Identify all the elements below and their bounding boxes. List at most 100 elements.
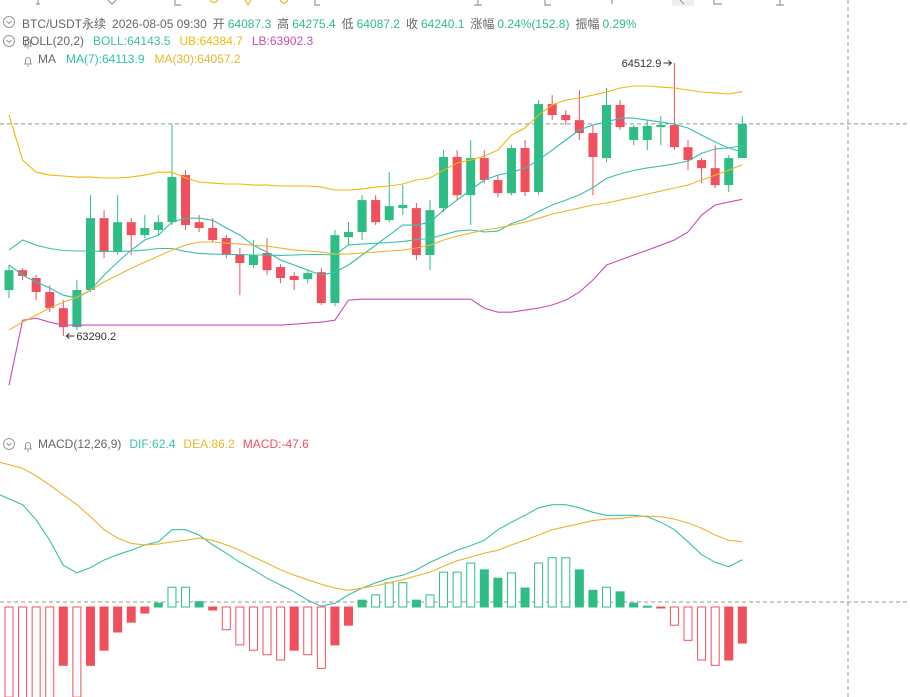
candle-body: [683, 147, 693, 161]
candle-body: [737, 123, 747, 159]
indicator-name: BOLL(20,2): [22, 34, 85, 48]
macd-bar: [140, 606, 150, 614]
macd-bar: [384, 582, 394, 608]
macd-bar: [371, 594, 381, 608]
macd-bar: [629, 602, 639, 608]
legend-entry: DIF:62.4: [129, 437, 176, 451]
candle-body: [574, 120, 584, 134]
macd-bar: [398, 582, 408, 608]
candle-body: [602, 104, 612, 159]
candle-body: [615, 104, 625, 128]
candle-body: [384, 206, 394, 221]
candle-body: [18, 270, 28, 276]
macd-bar: [737, 606, 747, 644]
value: 64275.4: [292, 16, 336, 31]
indicator-line: [8, 164, 743, 331]
candle-body: [181, 175, 191, 226]
legend-entry: UB:64384.7: [179, 34, 243, 48]
candle-body: [506, 148, 516, 194]
indicator-name: MA: [38, 52, 56, 66]
high-annotation: 64512.9: [622, 58, 662, 70]
label: 高: [277, 17, 290, 31]
macd-bar: [4, 606, 14, 697]
candle-body: [520, 148, 530, 193]
candle-body: [629, 127, 639, 141]
candle-body: [113, 222, 123, 253]
macd-line: [0, 461, 743, 591]
candle-body: [642, 125, 652, 141]
macd-bar: [656, 606, 666, 609]
macd-bar: [181, 586, 191, 608]
legend-entry: MA(7):64113.9: [66, 52, 145, 66]
label: 开: [212, 17, 225, 31]
candle-body: [493, 179, 503, 194]
macd-bar: [479, 569, 489, 608]
legend-entry: MACD:-47.6: [242, 437, 309, 451]
candle-body: [710, 168, 720, 186]
candle-body: [126, 222, 136, 236]
candle-body: [153, 222, 163, 230]
toolbar-icons: [36, 0, 784, 7]
macd-legend: MACD(12,26,9) DIF:62.4 DEA:86.2 MACD:-47…: [38, 437, 309, 451]
macd-bar: [439, 571, 449, 608]
macd-bar: [126, 606, 136, 623]
candle-body: [262, 252, 272, 271]
macd-bar: [99, 606, 109, 651]
low-annotation: 63290.2: [76, 331, 116, 343]
candle-body: [316, 272, 326, 303]
label: 低: [341, 17, 354, 31]
candle-body: [697, 160, 707, 169]
macd-bar: [466, 562, 476, 608]
ma-legend: MA MA(7):64113.9 MA(30):64057.2: [38, 52, 241, 66]
candle-body: [167, 177, 177, 223]
legend-entry: LB:63902.3: [251, 34, 314, 48]
candle-body: [248, 254, 258, 266]
macd-line: [0, 494, 743, 607]
candle-body: [534, 104, 544, 193]
candle-body: [466, 158, 476, 196]
candle-body: [479, 158, 489, 180]
value: 64087.3: [227, 16, 272, 31]
candle-body: [276, 267, 286, 278]
macd-bar: [330, 606, 340, 646]
macd-bar: [669, 606, 679, 626]
legend-entry: BOLL:64143.5: [93, 34, 171, 48]
candle-body: [330, 235, 340, 303]
macd-bar: [547, 557, 557, 608]
candle-body: [669, 125, 679, 148]
macd-bar: [262, 606, 272, 656]
candle-body: [344, 231, 353, 238]
candle-body: [31, 277, 41, 293]
macd-bar: [588, 589, 598, 608]
macd-bar: [520, 587, 530, 608]
candle-body: [85, 218, 95, 291]
macd-bar: [276, 606, 286, 661]
candle-body: [99, 218, 109, 253]
macd-bar: [724, 606, 734, 661]
high-arrow: [663, 60, 673, 66]
candle-body: [724, 158, 734, 186]
macd-bar: [710, 606, 720, 666]
boll-legend: BOLL(20,2) BOLL:64143.5 UB:64384.7 LB:63…: [22, 34, 313, 48]
time: 2026-08-05 09:30: [112, 16, 207, 31]
macd-bar: [642, 605, 652, 608]
candle-body: [357, 200, 367, 232]
macd-bar: [602, 586, 612, 608]
label: 涨幅: [470, 17, 495, 31]
indicator-line: [8, 117, 743, 299]
candle-body: [561, 115, 571, 121]
macd-bar: [58, 606, 68, 666]
macd-bar: [289, 606, 299, 651]
macd-bar: [18, 606, 28, 697]
candle-body: [547, 104, 557, 116]
macd-bar: [248, 606, 258, 651]
macd-bar: [316, 606, 326, 669]
macd-bar: [85, 606, 95, 666]
candle-body: [140, 227, 150, 236]
candle-body: [221, 238, 231, 255]
macd-bar: [452, 571, 462, 608]
macd-bar: [221, 606, 231, 631]
macd-bar: [113, 606, 123, 633]
macd-bar: [425, 594, 435, 608]
